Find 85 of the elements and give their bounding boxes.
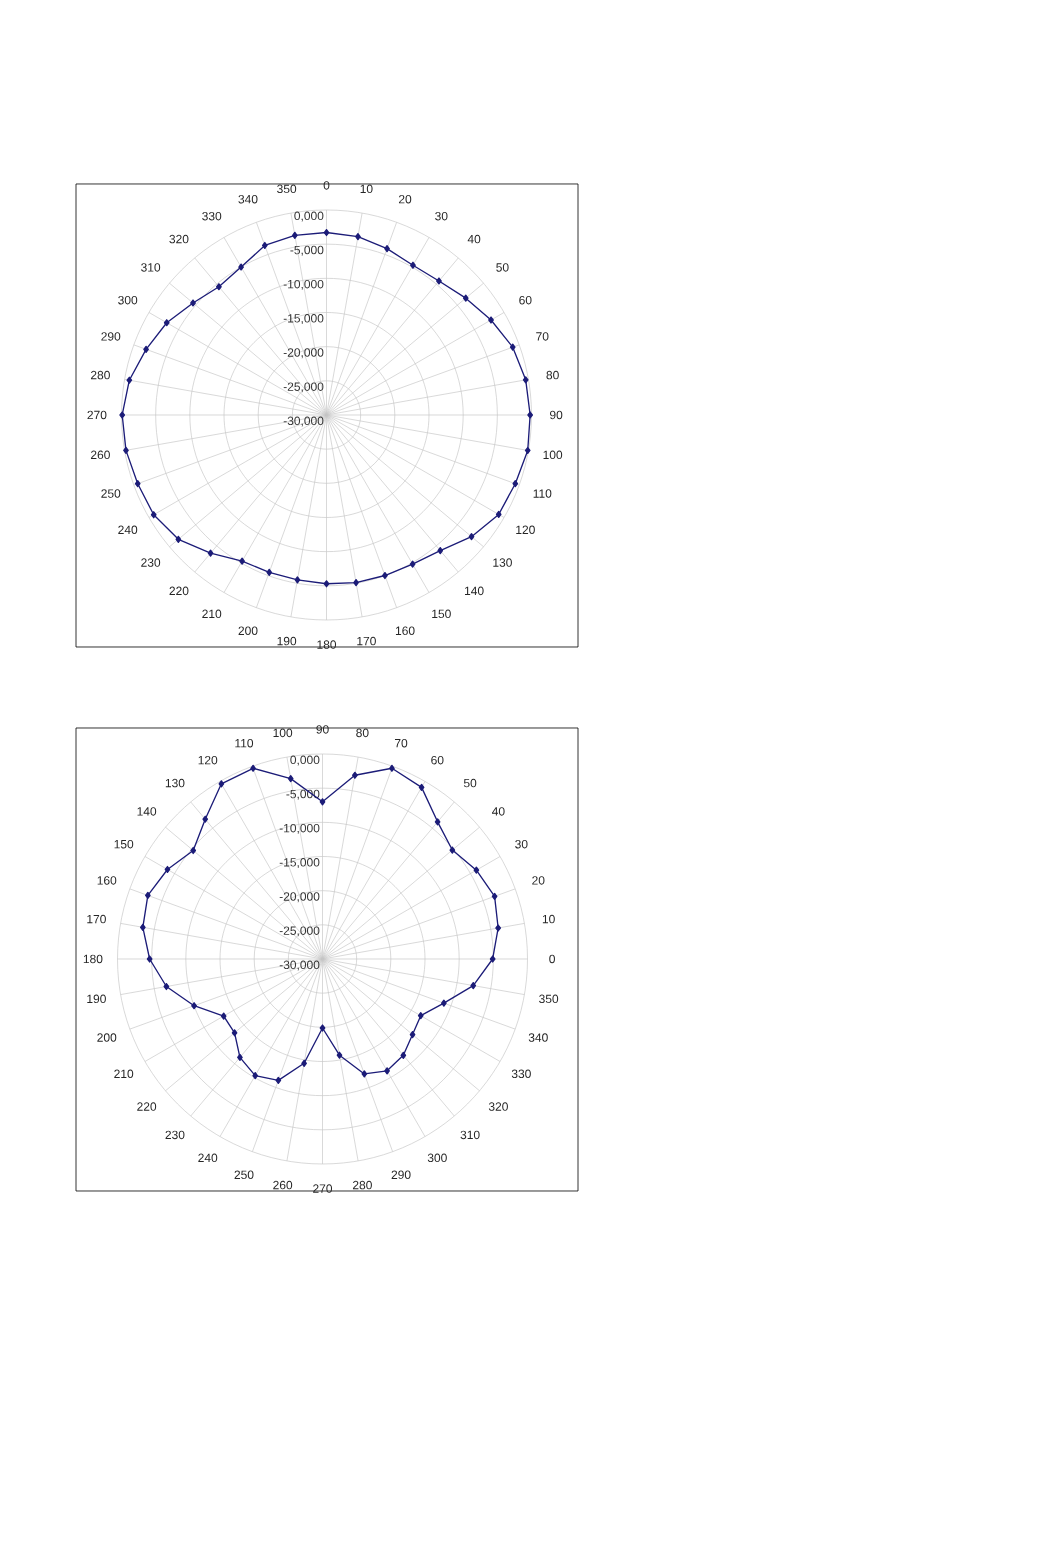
spoke-label: 10 <box>360 184 373 194</box>
spoke-label: 280 <box>352 1180 372 1190</box>
spoke-label: 20 <box>532 876 545 885</box>
spoke-label: 230 <box>141 558 161 567</box>
y-tick-label: -5,000 <box>290 245 324 256</box>
spoke-label: 30 <box>515 839 528 849</box>
spoke-label: 230 <box>165 1130 185 1140</box>
y-tick-label: 0,000 <box>290 755 320 766</box>
spoke-label: 30 <box>435 211 448 221</box>
spoke-label: 170 <box>357 636 376 646</box>
spoke-label: 120 <box>198 755 218 765</box>
spoke-label: 40 <box>492 807 505 816</box>
y-tick-label: -20,000 <box>283 348 324 359</box>
spoke-label: 170 <box>87 914 106 924</box>
spoke-label: 350 <box>277 184 297 194</box>
spoke-label: 180 <box>317 640 337 649</box>
spoke-label: 60 <box>431 755 444 765</box>
spoke-label: 260 <box>273 1180 293 1190</box>
spoke-label: 160 <box>395 626 415 636</box>
spoke-label: 80 <box>546 370 559 380</box>
spoke-label: 270 <box>87 410 107 420</box>
spoke-label: 220 <box>169 586 189 596</box>
spoke-label: 330 <box>511 1069 531 1079</box>
spoke-label: 310 <box>460 1130 480 1140</box>
y-tick-label: -25,000 <box>279 926 320 937</box>
spoke-label: 70 <box>394 738 408 748</box>
spoke-label: 250 <box>234 1170 254 1180</box>
spoke-label: 150 <box>432 609 451 619</box>
spoke-label: 240 <box>198 1153 218 1163</box>
spoke-label: 50 <box>496 263 509 272</box>
spoke-label: 280 <box>90 370 110 380</box>
spoke-label: 0 <box>549 954 555 964</box>
y-tick-label: -20,000 <box>279 892 320 903</box>
spoke-label: 160 <box>97 876 117 885</box>
spoke-label: 210 <box>202 609 222 619</box>
y-tick-label: -30,000 <box>279 960 320 971</box>
spoke-label: 140 <box>465 586 484 596</box>
spoke-label: 40 <box>467 234 481 244</box>
spoke-label: 140 <box>137 807 157 816</box>
spoke-label: 80 <box>356 728 369 738</box>
y-tick-label: -15,000 <box>279 858 320 868</box>
spoke-label: 110 <box>533 489 552 498</box>
spoke-label: 60 <box>519 295 532 305</box>
spoke-label: 70 <box>536 332 549 341</box>
spoke-label: 220 <box>137 1102 157 1111</box>
spoke-label: 200 <box>238 626 258 636</box>
spoke-label: 180 <box>83 954 103 964</box>
spoke-label: 340 <box>238 194 258 204</box>
y-tick-label: -15,000 <box>283 314 324 324</box>
spoke-label: 90 <box>316 725 329 734</box>
y-tick-label: 0,000 <box>294 211 324 222</box>
y-tick-label: -30,000 <box>283 416 324 427</box>
spoke-label: 0 <box>323 181 330 190</box>
spoke-label: 130 <box>493 558 512 567</box>
y-tick-label: -10,000 <box>279 823 320 834</box>
spoke-label: 210 <box>114 1069 134 1079</box>
spoke-label: 240 <box>118 525 138 535</box>
spoke-label: 320 <box>169 234 189 244</box>
spoke-label: 300 <box>427 1153 447 1163</box>
spoke-label: 310 <box>141 263 161 272</box>
spoke-label: 100 <box>543 450 563 460</box>
spoke-label: 260 <box>90 450 110 460</box>
spoke-label: 270 <box>313 1184 333 1193</box>
spoke-label: 320 <box>488 1102 508 1111</box>
spoke-label: 290 <box>101 332 121 341</box>
spoke-label: 50 <box>463 778 477 788</box>
spoke-label: 90 <box>550 410 563 420</box>
spoke-label: 120 <box>516 525 535 535</box>
y-tick-label: -10,000 <box>283 279 324 290</box>
spoke-label: 130 <box>165 778 185 788</box>
spoke-label: 100 <box>273 728 293 738</box>
spoke-label: 190 <box>277 636 297 646</box>
spoke-label: 10 <box>542 914 555 924</box>
spoke-label: 110 <box>235 738 254 748</box>
spoke-label: 300 <box>118 295 138 305</box>
spoke-label: 340 <box>528 1033 548 1042</box>
spoke-label: 200 <box>97 1033 117 1042</box>
spoke-label: 290 <box>391 1170 411 1180</box>
spoke-label: 330 <box>202 211 222 221</box>
y-tick-label: -25,000 <box>283 382 324 393</box>
spoke-label: 150 <box>114 839 134 849</box>
spoke-label: 250 <box>101 489 121 498</box>
spoke-label: 350 <box>539 994 559 1004</box>
spoke-label: 190 <box>87 994 106 1004</box>
spoke-label: 20 <box>398 194 412 204</box>
